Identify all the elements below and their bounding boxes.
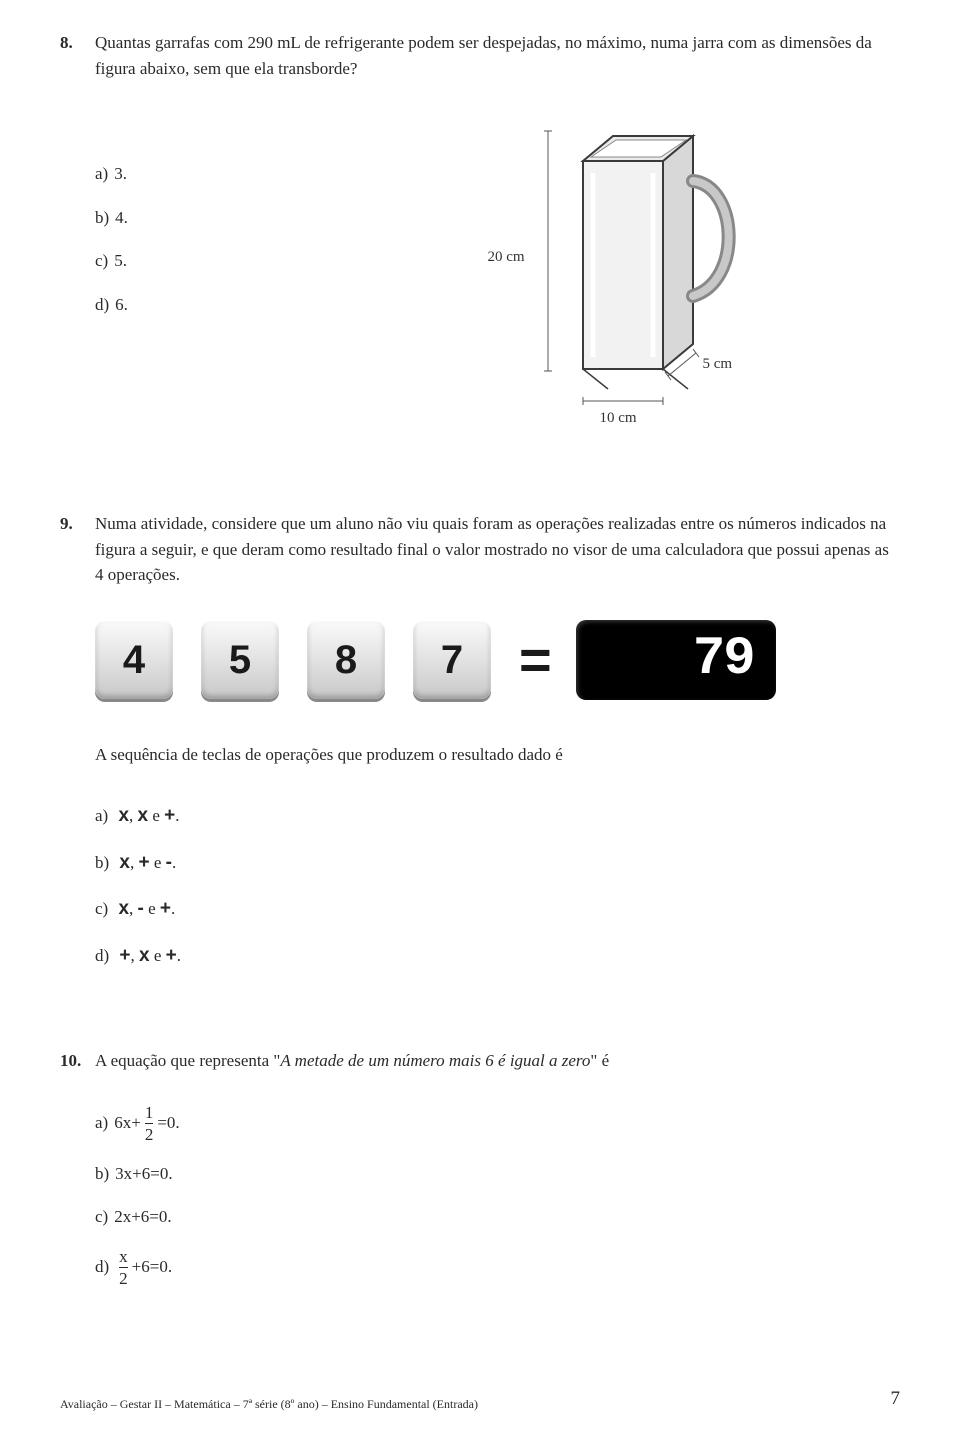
footer-text: Avaliação – Gestar II – Matemática – 7ª … [60,1395,478,1413]
fraction-d: x2 [119,1248,128,1287]
calc-key-1: 4 [95,621,173,699]
sequence-text: A sequência de teclas de operações que p… [95,742,900,768]
option-9d: d) +, x e +. [95,942,900,971]
calc-display: 79 [576,620,776,700]
option-8b: b)4. [95,205,355,231]
option-9c: c) x, - e +. [95,895,900,924]
display-value: 79 [693,619,754,700]
jar-diagram-icon [488,111,768,451]
option-9b: b) x, + e -. [95,849,900,878]
calc-key-3: 8 [307,621,385,699]
option-10a: a) 6x+ 12 =0. [95,1104,900,1143]
question-8-number: 8. [60,30,95,451]
fraction-a: 12 [145,1104,154,1143]
question-10-number: 10. [60,1048,95,1305]
option-8d: d)6. [95,292,355,318]
option-10c: c)2x+6=0. [95,1204,900,1230]
question-8-text: Quantas garrafas com 290 mL de refrigera… [95,30,900,81]
calculator-row: 4 5 8 7 = 79 [95,618,900,702]
question-9-number: 9. [60,511,95,988]
option-10b: b)3x+6=0. [95,1161,900,1187]
question-10-options: a) 6x+ 12 =0. b)3x+6=0. c)2x+6=0. d) x2 … [95,1104,900,1287]
depth-dimension-label: 5 cm [703,353,733,376]
question-9: 9. Numa atividade, considere que um alun… [60,511,900,988]
question-8: 8. Quantas garrafas com 290 mL de refrig… [60,30,900,451]
calc-key-4: 7 [413,621,491,699]
option-9a: a) x, x e +. [95,802,900,831]
question-9-text: Numa atividade, considere que um aluno n… [95,511,900,588]
page-footer: Avaliação – Gestar II – Matemática – 7ª … [60,1385,900,1414]
option-10d: d) x2 +6=0. [95,1248,900,1287]
option-8a: a)3. [95,161,355,187]
calc-key-2: 5 [201,621,279,699]
width-dimension-label: 10 cm [600,407,637,430]
page-number: 7 [891,1385,901,1414]
question-10-text: A equação que representa "A metade de um… [95,1048,900,1074]
equals-icon: = [519,618,548,702]
question-10: 10. A equação que representa "A metade d… [60,1048,900,1305]
height-dimension-label: 20 cm [488,246,525,269]
question-9-options: a) x, x e +. b) x, + e -. c) x, - e +. d… [95,802,900,970]
question-8-options: a)3. b)4. c)5. d)6. [95,111,355,335]
jar-figure: 20 cm 5 cm 10 cm [488,111,768,451]
option-8c: c)5. [95,248,355,274]
